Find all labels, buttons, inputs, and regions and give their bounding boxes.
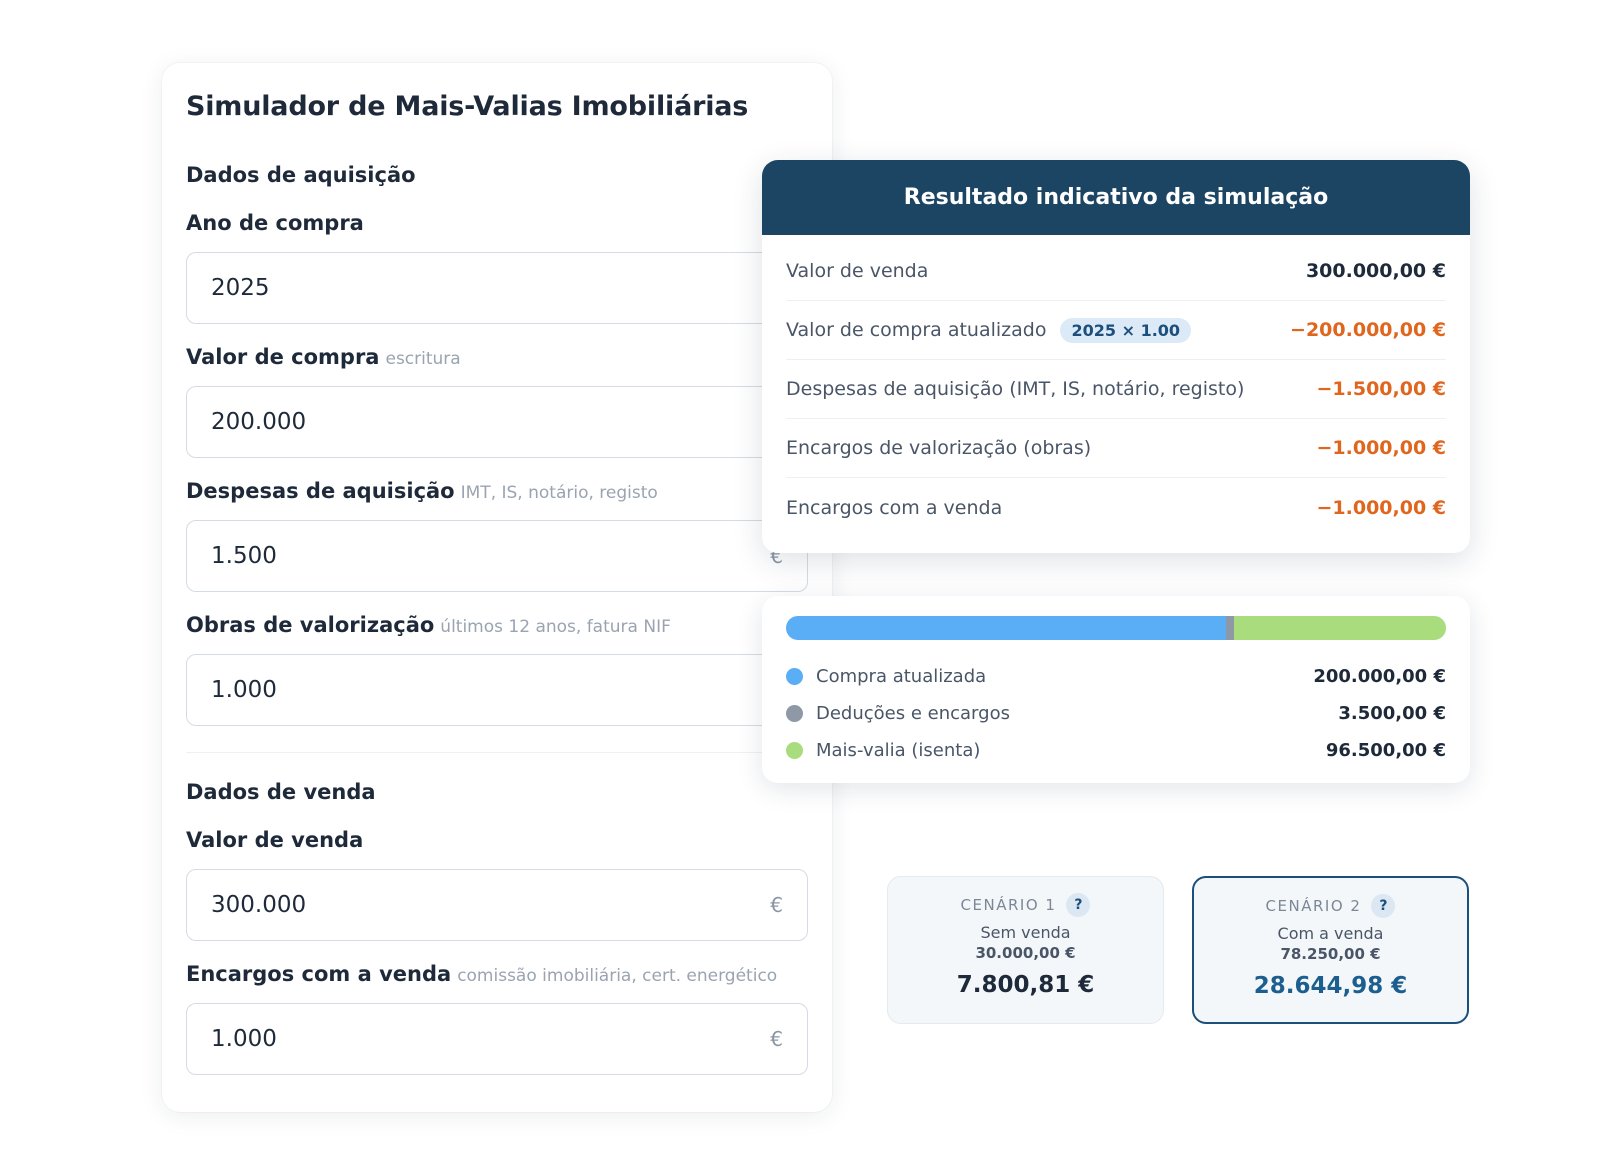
section-divider [186, 752, 808, 753]
scenario-base: 30.000,00 € [975, 944, 1076, 962]
encargos-venda-hint: comissão imobiliária, cert. energético [457, 966, 778, 986]
help-icon[interactable]: ? [1371, 894, 1396, 918]
result-value: −1.500,00 € [1316, 378, 1446, 400]
ano-compra-input[interactable]: 2025 [186, 252, 808, 324]
legend-dot-gray [786, 705, 803, 722]
encargos-venda-label: Encargos com a venda comissão imobiliária… [186, 962, 778, 986]
result-label: Valor de compra atualizado [786, 319, 1047, 341]
scenario-subtitle: Sem venda [980, 923, 1071, 942]
stacked-bar [786, 616, 1446, 640]
valor-venda-input[interactable]: 300.000 € [186, 869, 808, 941]
valor-compra-hint: escritura [385, 349, 461, 369]
legend-row-mais-valia: Mais-valia (isenta) 96.500,00 € [786, 732, 1446, 769]
breakdown-card: Compra atualizada 200.000,00 € Deduções … [762, 596, 1470, 783]
sale-section-title: Dados de venda [186, 780, 376, 804]
result-row-valor-compra: Valor de compra atualizado 2025 × 1.00 −2… [786, 301, 1446, 360]
scenario-subtitle: Com a venda [1277, 924, 1384, 943]
valor-venda-value: 300.000 [211, 892, 307, 918]
legend-value: 3.500,00 € [1338, 703, 1446, 724]
results-card: Resultado indicativo da simulação Valor … [762, 160, 1470, 553]
result-value: −1.000,00 € [1316, 437, 1446, 459]
valor-compra-value: 200.000 [211, 409, 307, 435]
euro-icon: € [770, 893, 783, 917]
result-value: −200.000,00 € [1290, 319, 1446, 341]
legend-label: Deduções e encargos [816, 703, 1010, 724]
acquisition-section-title: Dados de aquisição [186, 163, 416, 187]
ano-compra-value: 2025 [211, 275, 270, 301]
coefficient-badge: 2025 × 1.00 [1060, 317, 1192, 343]
legend: Compra atualizada 200.000,00 € Deduções … [786, 658, 1446, 769]
obras-label: Obras de valorização últimos 12 anos, fat… [186, 613, 671, 637]
result-row-encargos-venda: Encargos com a venda −1.000,00 € [786, 478, 1446, 537]
scenario-card-2[interactable]: CENÁRIO 2? Com a venda 78.250,00 € 28.64… [1192, 876, 1469, 1024]
legend-row-deducoes: Deduções e encargos 3.500,00 € [786, 695, 1446, 732]
legend-dot-green [786, 742, 803, 759]
legend-value: 96.500,00 € [1325, 740, 1446, 761]
results-title: Resultado indicativo da simulação [762, 160, 1470, 235]
legend-label: Compra atualizada [816, 666, 987, 687]
form-title: Simulador de Mais-Valias Imobiliárias [186, 91, 749, 122]
despesas-hint: IMT, IS, notário, registo [460, 483, 658, 503]
despesas-input[interactable]: 1.500 € [186, 520, 808, 592]
despesas-value: 1.500 [211, 543, 277, 569]
result-label: Despesas de aquisição (IMT, IS, notário,… [786, 378, 1245, 400]
despesas-label: Despesas de aquisição IMT, IS, notário, r… [186, 479, 658, 503]
legend-dot-blue [786, 668, 803, 685]
bar-segment-deducoes [1226, 616, 1234, 640]
encargos-venda-input[interactable]: 1.000 € [186, 1003, 808, 1075]
simulator-form-card: Simulador de Mais-Valias Imobiliárias Da… [162, 63, 832, 1112]
scenario-result: 28.644,98 € [1253, 973, 1408, 999]
bar-segment-mais-valia [1233, 616, 1446, 640]
results-rows: Valor de venda 300.000,00 € Valor de com… [762, 242, 1470, 537]
scenario-card-1[interactable]: CENÁRIO 1? Sem venda 30.000,00 € 7.800,8… [887, 876, 1164, 1024]
result-label: Valor de venda [786, 260, 929, 282]
result-value: 300.000,00 € [1305, 260, 1446, 282]
result-value: −1.000,00 € [1316, 496, 1446, 519]
ano-compra-label: Ano de compra [186, 211, 364, 235]
result-row-despesas: Despesas de aquisição (IMT, IS, notário,… [786, 360, 1446, 419]
result-row-valor-venda: Valor de venda 300.000,00 € [786, 242, 1446, 301]
euro-icon: € [770, 1027, 783, 1051]
result-label: Encargos de valorização (obras) [786, 437, 1092, 459]
legend-row-compra: Compra atualizada 200.000,00 € [786, 658, 1446, 695]
legend-value: 200.000,00 € [1313, 666, 1446, 687]
valor-compra-input[interactable]: 200.000 [186, 386, 808, 458]
result-label: Encargos com a venda [786, 496, 1003, 519]
obras-hint: últimos 12 anos, fatura NIF [440, 617, 671, 637]
scenario-tag: CENÁRIO 1 [960, 896, 1057, 914]
obras-input[interactable]: 1.000 [186, 654, 808, 726]
legend-label: Mais-valia (isenta) [816, 740, 981, 761]
result-row-encargos-valorizacao: Encargos de valorização (obras) −1.000,0… [786, 419, 1446, 478]
encargos-venda-value: 1.000 [211, 1026, 277, 1052]
obras-value: 1.000 [211, 677, 277, 703]
scenario-result: 7.800,81 € [956, 972, 1095, 998]
scenario-tag: CENÁRIO 2 [1265, 897, 1362, 915]
scenario-base: 78.250,00 € [1280, 945, 1381, 963]
help-icon[interactable]: ? [1066, 893, 1091, 917]
valor-compra-label: Valor de compra escritura [186, 345, 461, 369]
valor-venda-label: Valor de venda [186, 828, 364, 852]
bar-segment-compra [786, 616, 1226, 640]
